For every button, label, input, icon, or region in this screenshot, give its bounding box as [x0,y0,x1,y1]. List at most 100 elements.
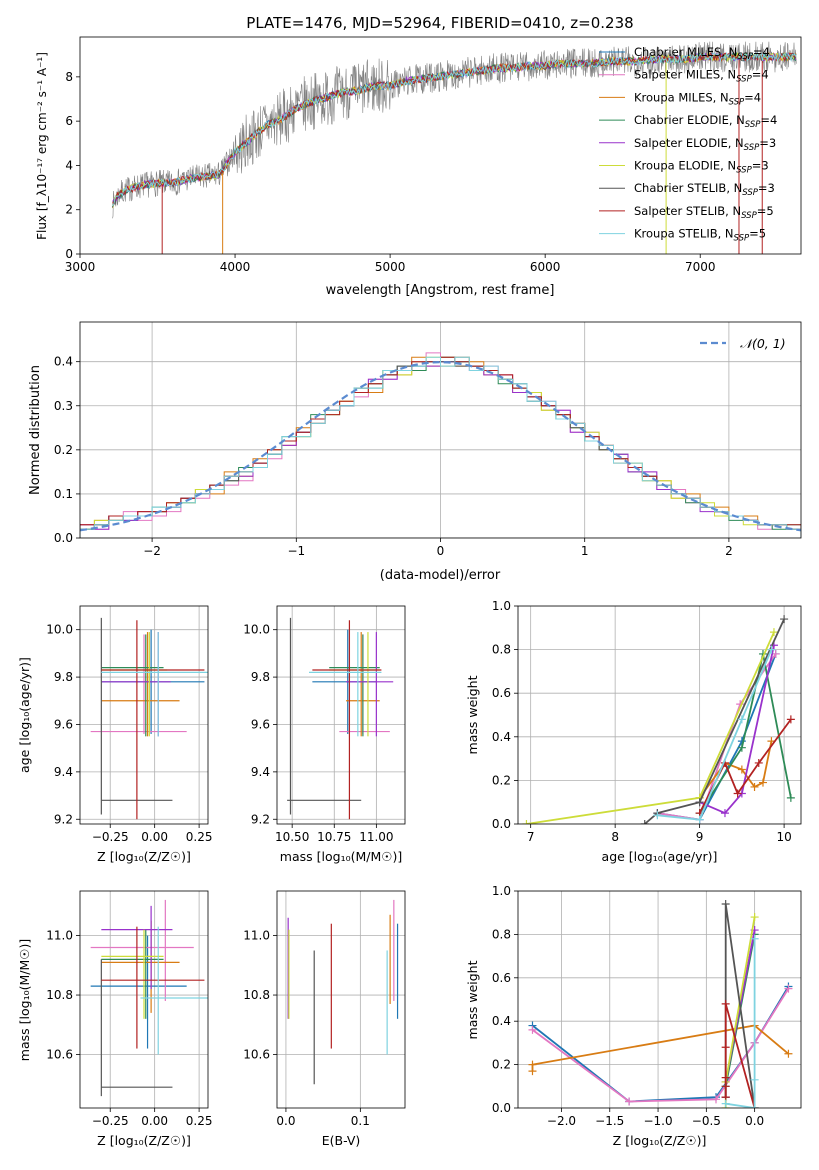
x-tick-label: 0.1 [351,1114,370,1128]
y-tick-label: 9.6 [54,717,73,731]
x-tick-label: −0.5 [692,1114,721,1128]
x-tick-label: 0 [437,544,445,558]
weight-marker [780,615,789,624]
legend-entry: 𝒩(0, 1) [740,336,786,351]
x-tick-label: 9 [696,830,704,844]
weight-marker [528,1025,537,1034]
x-tick-label: 3000 [65,260,96,274]
weight-age-axes-plot [518,606,801,824]
x-tick-label: 0.25 [186,830,213,844]
legend-entry: Salpeter MILES, NSSP=4 [634,68,769,85]
x-tick-label: −1.0 [643,1114,672,1128]
x-tick-label: 7000 [685,260,716,274]
normal-curve [80,360,801,532]
spectrum-axes-frame [79,36,802,255]
y-tick-label: 0.0 [492,1101,511,1115]
age-z-axes-frame [79,605,209,825]
observed-spectrum [112,41,797,219]
x-axis-label: mass [log₁₀(M/M☉)] [280,849,402,864]
y-axis-label: mass weight [465,960,480,1039]
weight-marker [737,715,746,724]
weight-line-salpeter-elodie [699,645,775,815]
weight-marker [522,820,531,824]
legend-entry: Kroupa ELODIE, NSSP=3 [634,159,769,176]
x-tick-label: 5000 [375,260,406,274]
weight-marker [653,811,662,820]
weight-marker [695,798,704,807]
y-tick-label: 0.0 [492,817,511,831]
y-tick-label: 9.8 [54,670,73,684]
x-tick-label: 0.00 [141,1114,168,1128]
y-tick-label: 9.2 [251,812,270,826]
weight-marker [737,743,746,752]
x-axis-label: E(B-V) [322,1133,361,1148]
x-tick-label: −1.5 [595,1114,624,1128]
mass-z-axes-plot [80,891,208,1108]
y-tick-label: 0.3 [54,399,73,413]
y-tick-label: 0.8 [492,643,511,657]
weight-z-axes: −2.0 −1.5 −1.0 −0.5 0.0 0.0 0.2 0.4 0.6 0.8 1.0 [492,884,802,1128]
age-z-axes: −0.25 0.00 0.25 9.2 9.4 9.6 9.8 10.0 [46,605,213,844]
weight-line-chabrier-miles [531,986,790,1103]
y-axis-label: Normed distribution [28,365,43,495]
age-mass-axes: 10.50 10.75 11.00 9.2 9.4 9.6 9.8 10.0 [243,605,406,844]
legend-entry: Salpeter STELIB, NSSP=5 [634,204,774,221]
weight-marker [767,645,776,654]
y-tick-label: 10.0 [46,623,73,637]
x-tick-label: 2 [725,544,733,558]
weight-marker [750,1104,759,1108]
weight-marker [754,758,763,767]
weight-z-axes-plot [518,891,801,1108]
x-tick-label: 8 [611,830,619,844]
y-tick-label: 0.4 [492,730,511,744]
weight-line-kroupa-stelib [725,938,756,1108]
legend-entry: Chabrier STELIB, NSSP=3 [634,181,775,198]
age-mass-axes-plot [277,606,405,824]
x-axis-label: (data-model)/error [380,568,501,583]
legend-entry: Chabrier MILES, NSSP=4 [634,45,770,62]
x-tick-label: 10 [776,830,791,844]
mass-z-axes: −0.25 0.00 0.25 10.6 10.8 11.0 [46,890,212,1128]
weight-marker [721,999,730,1008]
x-tick-label: 0.0 [745,1114,764,1128]
weight-line-chabrier-elodie [698,653,792,814]
x-tick-label: 11.00 [359,830,393,844]
x-tick-label: 10.50 [275,830,309,844]
y-tick-label: 9.8 [251,670,270,684]
x-tick-label: 0.0 [276,1114,295,1128]
weight-age-axes: 7 8 9 10 0.0 0.2 0.4 0.6 0.8 1.0 [492,599,802,844]
x-tick-label: −2 [143,544,161,558]
weight-marker [712,1095,721,1104]
age-mass-axes-frame [276,605,406,825]
x-tick-label: 4000 [220,260,251,274]
weight-marker [721,1043,730,1052]
legend-entry: Salpeter ELODIE, NSSP=3 [634,136,776,153]
y-tick-label: 4 [65,158,73,172]
residual-axes-plot [80,322,801,538]
mass-ebv-axes: 0.0 0.1 10.6 10.8 11.0 [243,890,406,1128]
y-tick-label: 9.2 [54,812,73,826]
y-axis-label: mass [log₁₀(M/M☉)] [17,939,32,1061]
spectrum-legend: Chabrier MILES, NSSP=4 Salpeter MILES, NS… [599,45,777,244]
y-tick-label: 0 [65,247,73,261]
weight-marker [750,782,759,791]
weight-marker [786,793,795,802]
weight-marker [720,809,729,818]
weight-marker [784,1049,793,1058]
weight-marker [786,715,795,724]
weight-marker [737,765,746,774]
weight-marker [750,934,759,943]
weight-age-axes-frame [517,605,802,825]
weight-marker [750,913,759,922]
x-tick-label: −1 [287,544,305,558]
y-tick-label: 10.6 [243,1047,270,1061]
weight-marker [769,628,778,637]
x-tick-label: 7 [527,830,535,844]
legend-entry: Kroupa MILES, NSSP=4 [634,90,761,107]
y-tick-label: 0.0 [54,531,73,545]
x-axis-label: wavelength [Angstrom, rest frame] [326,283,555,298]
x-tick-label: 10.75 [317,830,351,844]
x-axis-label: Z [log₁₀(Z/Z☉)] [97,849,191,864]
x-tick-label: −2.0 [547,1114,576,1128]
